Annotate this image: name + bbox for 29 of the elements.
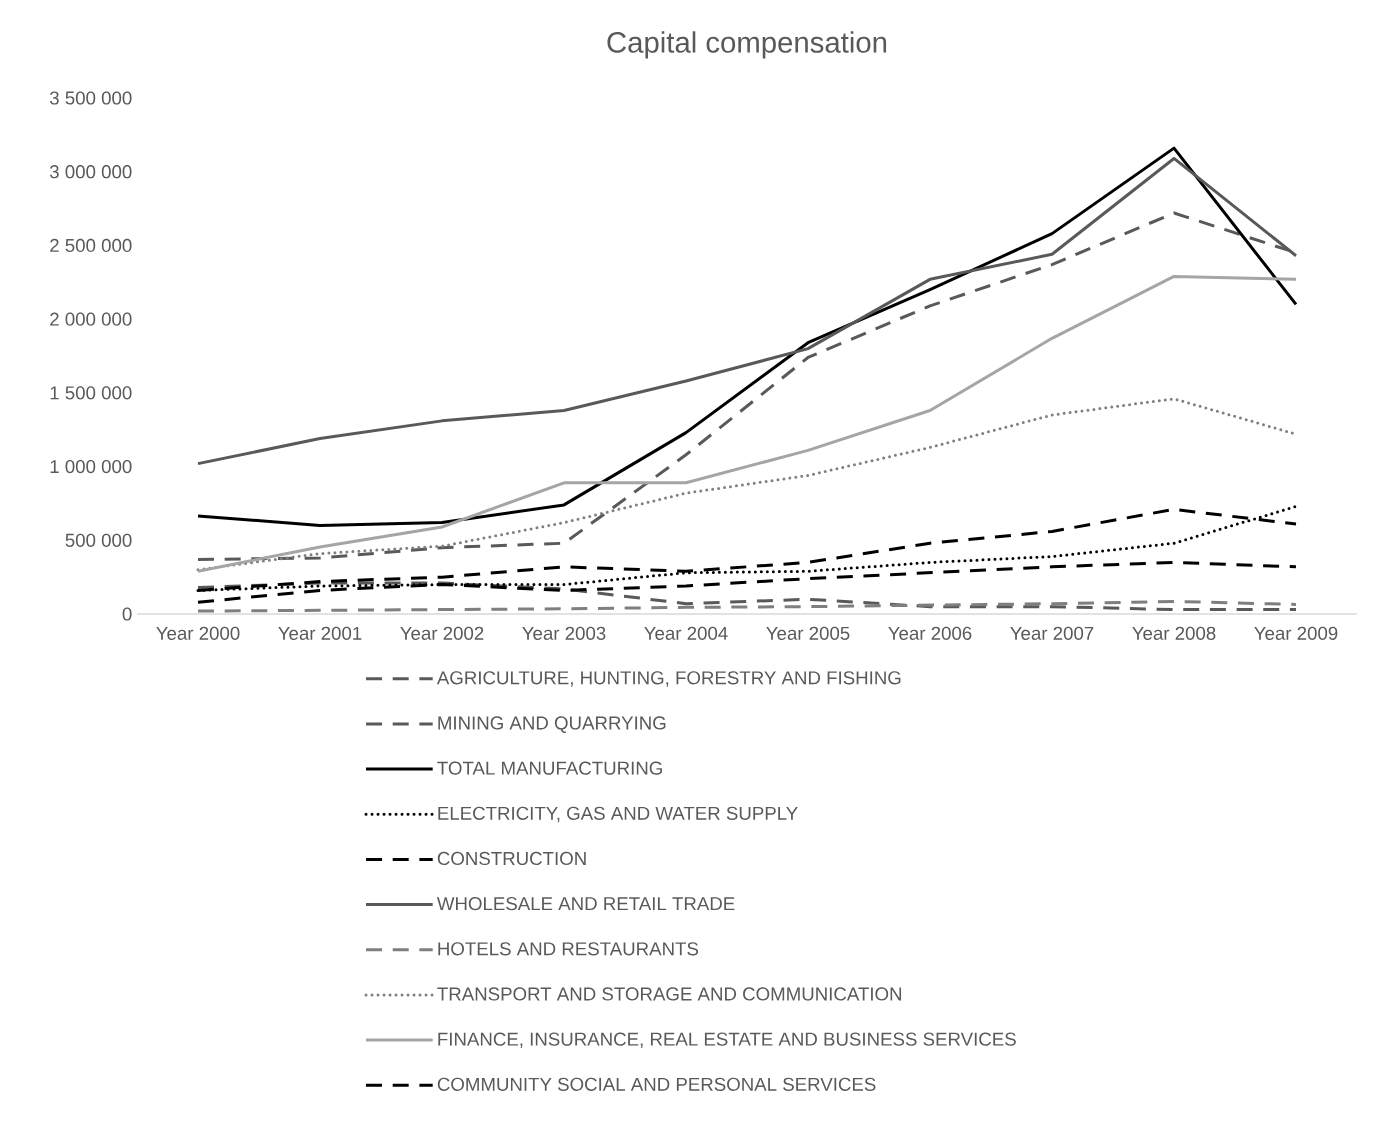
y-tick-label: 0 [122,607,132,621]
x-tick-label: Year 2004 [644,626,728,640]
legend-label: TOTAL MANUFACTURING [437,761,662,775]
x-tick-label: Year 2005 [766,626,850,640]
legend-label: ELECTRICITY, GAS AND WATER SUPPLY [438,806,798,823]
x-tick-label: Year 2006 [888,626,972,640]
chart-title: Capital compensation [607,31,887,59]
x-tick-label: Year 2009 [1254,626,1338,640]
legend-label: WHOLESALE AND RETAIL TRADE [436,897,735,911]
y-tick-label: 1 000 000 [50,459,132,474]
y-tick-label: 3 500 000 [49,91,132,105]
legend-label: CONSTRUCTION [437,851,586,866]
legend-label: HOTELS AND RESTAURANTS [438,942,699,956]
y-tick-label: 2 500 000 [50,238,132,253]
y-tick-label: 1 500 000 [50,386,132,400]
y-tick-label: 3 000 000 [49,165,132,179]
legend-label: COMMUNITY SOCIAL AND PERSONAL SERVICES [437,1077,876,1091]
y-tick-label: 500 000 [65,533,132,547]
legend-label: AGRICULTURE, HUNTING, FORESTRY AND FISHING [436,671,901,687]
x-tick-label: Year 2002 [400,626,484,640]
x-tick-label: Year 2008 [1132,626,1216,640]
x-tick-label: Year 2007 [1010,626,1094,640]
y-tick-label: 2 000 000 [50,312,132,326]
x-tick-label: Year 2000 [156,626,240,640]
legend-label: FINANCE, INSURANCE, REAL ESTATE AND BUSINESS SERVICES [438,1032,1016,1048]
x-tick-label: Year 2001 [278,626,362,640]
legend-label: MINING AND QUARRYING [438,716,666,733]
x-tick-label: Year 2003 [522,626,606,640]
legend-label: TRANSPORT AND STORAGE AND COMMUNICATION [437,987,902,1001]
